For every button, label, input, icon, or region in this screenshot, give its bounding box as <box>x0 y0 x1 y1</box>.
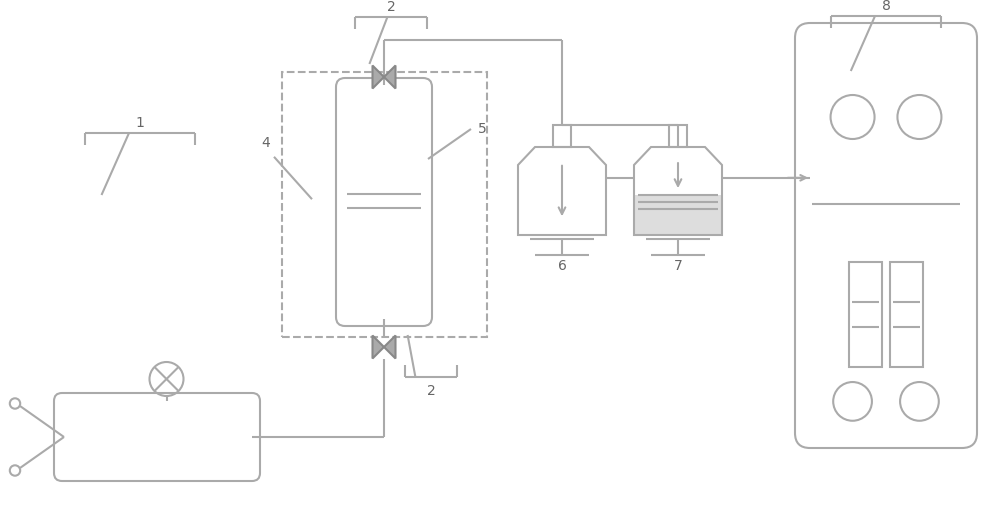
Text: 8: 8 <box>882 0 890 13</box>
Text: 1: 1 <box>136 116 144 130</box>
Text: 4: 4 <box>261 136 270 150</box>
Text: 2: 2 <box>387 0 395 14</box>
Bar <box>282 73 487 337</box>
Bar <box>553 126 571 147</box>
Text: 6: 6 <box>558 259 566 273</box>
Bar <box>890 263 923 367</box>
Bar <box>849 263 882 367</box>
Polygon shape <box>384 66 396 89</box>
Polygon shape <box>384 336 396 359</box>
Bar <box>669 126 687 147</box>
Polygon shape <box>372 66 384 89</box>
Bar <box>635 196 721 234</box>
Polygon shape <box>372 336 384 359</box>
Text: 2: 2 <box>427 383 435 397</box>
Text: 7: 7 <box>674 259 682 273</box>
Text: 5: 5 <box>478 122 487 136</box>
